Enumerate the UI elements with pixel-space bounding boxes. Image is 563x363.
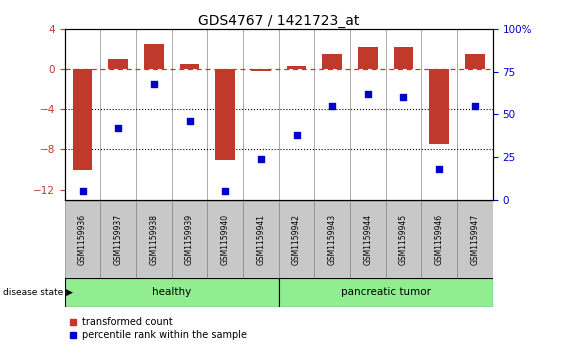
Bar [207,201,243,278]
Bar [144,44,164,69]
Text: disease state ▶: disease state ▶ [3,288,73,297]
Text: healthy: healthy [152,287,191,297]
Bar [323,54,342,69]
Text: pancreatic tumor: pancreatic tumor [341,287,431,297]
Point [435,166,444,172]
Bar [465,54,485,69]
Bar [358,47,378,69]
Point [292,132,301,138]
Text: GSM1159946: GSM1159946 [435,214,444,265]
Bar [65,278,279,307]
Bar [430,69,449,144]
Bar [172,201,207,278]
Bar [136,201,172,278]
Point [114,125,123,131]
Text: GSM1159936: GSM1159936 [78,214,87,265]
Bar [350,201,386,278]
Bar [386,201,421,278]
Point [328,103,337,109]
Bar [243,201,279,278]
Text: GSM1159941: GSM1159941 [256,214,265,265]
Bar [457,201,493,278]
Bar [314,201,350,278]
Text: GSM1159944: GSM1159944 [363,214,372,265]
Bar [421,201,457,278]
Bar [251,69,271,71]
Bar [180,64,199,69]
Legend: transformed count, percentile rank within the sample: transformed count, percentile rank withi… [70,317,247,340]
Bar [216,69,235,159]
Bar [73,69,92,170]
Text: GSM1159940: GSM1159940 [221,214,230,265]
Text: GSM1159945: GSM1159945 [399,214,408,265]
Text: GSM1159937: GSM1159937 [114,214,123,265]
Bar [109,59,128,69]
Bar [394,47,413,69]
Text: GSM1159947: GSM1159947 [470,214,479,265]
Point [185,118,194,124]
Point [470,103,479,109]
Title: GDS4767 / 1421723_at: GDS4767 / 1421723_at [198,14,359,28]
Text: GSM1159938: GSM1159938 [149,214,158,265]
Text: GSM1159942: GSM1159942 [292,214,301,265]
Bar [65,201,100,278]
Text: GSM1159943: GSM1159943 [328,214,337,265]
Text: GSM1159939: GSM1159939 [185,214,194,265]
Point [221,188,230,194]
Point [149,81,158,86]
Bar [279,201,314,278]
Bar [279,278,493,307]
Point [256,156,265,162]
Point [78,188,87,194]
Point [363,91,372,97]
Bar [287,66,306,69]
Point [399,94,408,100]
Bar [100,201,136,278]
